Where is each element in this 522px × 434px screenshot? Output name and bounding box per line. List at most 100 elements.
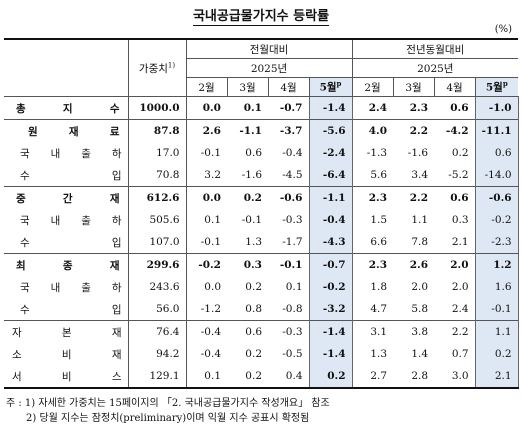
mom-value-cell: 0.2 xyxy=(243,192,262,204)
mom-month-header: 3월 xyxy=(226,77,268,97)
weight-cell: 56.0 xyxy=(127,298,186,321)
yoy-value-cell: 0.6 xyxy=(450,192,469,204)
yoy-value-cell: -2.3 xyxy=(474,231,519,254)
mom-value-cell: 0.0 xyxy=(185,276,227,298)
mom-value-cell: -3.7 xyxy=(279,125,303,137)
mom-value-cell: 0.2 xyxy=(245,348,262,360)
yoy-value-cell: 1.8 xyxy=(351,276,394,298)
table-row: 국 내 출 하 17.0 -0.1 0.6 -0.4 -2.4 -1.3 -1.6 0.2 0.6 xyxy=(4,142,519,164)
yoy-value-cell: -1.0 xyxy=(474,96,519,120)
mom-value-cell: -4.5 xyxy=(282,169,303,181)
yoy-value-cell: -1.3 xyxy=(351,142,394,164)
mom-value-cell: 3.2 xyxy=(185,164,227,187)
table-row: 수 입 107.0 -0.1 1.3 -1.7 -4.3 6.6 7.8 2.1 -2.3 xyxy=(4,231,519,254)
mom-value-cell: 0.6 xyxy=(245,147,262,159)
yoy-value-cell: 4.7 xyxy=(351,298,394,321)
yoy-value-cell: 0.7 xyxy=(451,348,469,360)
yoy-value-cell: -11.1 xyxy=(474,119,519,142)
yoy-value-cell: 2.2 xyxy=(409,125,429,137)
yoy-value-cell: 5.6 xyxy=(351,164,394,187)
weight-cell: 299.6 xyxy=(127,253,186,276)
mom-value-cell: 0.1 xyxy=(285,281,303,293)
mom-value-cell: -1.1 xyxy=(239,125,262,137)
yoy-month-header: 2월 xyxy=(351,77,394,97)
mom-value-cell: -0.1 xyxy=(279,259,303,271)
yoy-month-header: 4월 xyxy=(433,77,476,97)
mom-value-cell: -0.1 xyxy=(185,231,227,254)
weight-cell: 70.8 xyxy=(127,164,186,187)
yoy-value-cell: 3.0 xyxy=(451,370,469,382)
header-blank xyxy=(4,39,128,97)
mom-value-cell: -1.6 xyxy=(241,169,262,181)
mom-value-cell: 0.6 xyxy=(245,326,262,338)
yoy-value-cell: 2.2 xyxy=(409,192,429,204)
weight-cell: 1000.0 xyxy=(127,96,186,120)
yoy-value-cell: -0.6 xyxy=(474,186,519,209)
mom-value-cell: -1.2 xyxy=(185,298,227,321)
yoy-value-cell: 0.6 xyxy=(450,102,469,114)
header-year-yoy: 2025년 xyxy=(351,58,519,78)
yoy-month-header: 3월 xyxy=(392,77,435,97)
yoy-value-cell: 1.6 xyxy=(474,276,519,298)
yoy-value-cell: -0.2 xyxy=(474,209,519,231)
yoy-value-cell: 2.6 xyxy=(409,259,429,271)
mom-value-cell: -0.4 xyxy=(282,147,303,159)
mom-value-cell: -1.1 xyxy=(308,186,353,209)
mom-value-cell: -6.4 xyxy=(308,164,353,187)
yoy-value-cell: 2.0 xyxy=(451,281,469,293)
mom-value-cell: -0.3 xyxy=(282,214,303,226)
mom-month-header: 5월p xyxy=(308,77,353,97)
yoy-value-cell: 2.8 xyxy=(411,370,429,382)
mom-value-cell: -2.4 xyxy=(308,142,353,164)
yoy-value-cell: 6.6 xyxy=(351,231,394,254)
mom-value-cell: 0.2 xyxy=(308,365,353,388)
mom-value-cell: -0.3 xyxy=(282,326,303,338)
yoy-value-cell: 0.2 xyxy=(451,147,469,159)
page-title: 국내공급물가지수 등락률 xyxy=(192,9,330,26)
mom-value-cell: -0.7 xyxy=(308,253,353,276)
yoy-value-cell: 2.7 xyxy=(351,365,394,388)
table-row: 최 종 재 299.6 -0.2 0.3 -0.1 -0.7 2.3 2.6 2.0 1.2 xyxy=(4,253,519,277)
table-row: 수 입 56.0 -1.2 0.8 -0.8 -3.2 4.7 5.8 2.4 -0.1 xyxy=(4,298,519,321)
footnote-2: 2) 당월 지수는 잠정치(preliminary)이며 익월 지수 공표시 확… xyxy=(26,413,310,424)
yoy-value-cell: 2.1 xyxy=(474,365,519,388)
weight-cell: 243.6 xyxy=(127,276,186,298)
mom-value-cell: 0.4 xyxy=(285,370,303,382)
mom-value-cell: 2.6 xyxy=(185,119,227,142)
yoy-value-cell: -4.2 xyxy=(445,125,469,137)
mom-value-cell: -5.6 xyxy=(308,119,353,142)
yoy-value-cell: 5.8 xyxy=(411,303,429,315)
yoy-value-cell: 2.1 xyxy=(451,236,469,248)
mom-value-cell: 0.1 xyxy=(185,365,227,388)
mom-value-cell: 0.2 xyxy=(245,281,262,293)
unit-label: (%) xyxy=(494,24,512,35)
weight-cell: 129.1 xyxy=(127,365,186,388)
yoy-value-cell: 3.1 xyxy=(351,320,394,343)
yoy-value-cell: 4.0 xyxy=(351,119,394,142)
yoy-value-cell: 0.6 xyxy=(474,142,519,164)
mom-value-cell: 1.3 xyxy=(245,236,262,248)
table-row: 소 비 재 94.2 -0.4 0.2 -0.5 -1.4 1.3 1.4 0.7 0.2 xyxy=(4,343,519,365)
table-row: 서 비 스 129.1 0.1 0.2 0.4 0.2 2.7 2.8 3.0 2.1 xyxy=(4,365,519,388)
weight-cell: 87.8 xyxy=(127,119,186,142)
mom-value-cell: -0.4 xyxy=(185,343,227,365)
mom-value-cell: -0.1 xyxy=(241,214,262,226)
mom-value-cell: -0.2 xyxy=(308,276,353,298)
yoy-value-cell: -0.1 xyxy=(474,298,519,321)
mom-value-cell: 0.0 xyxy=(185,186,227,209)
yoy-value-cell: -1.6 xyxy=(407,147,429,159)
table-row: 수 입 70.8 3.2 -1.6 -4.5 -6.4 5.6 3.4 -5.2 -14.0 xyxy=(4,164,519,187)
